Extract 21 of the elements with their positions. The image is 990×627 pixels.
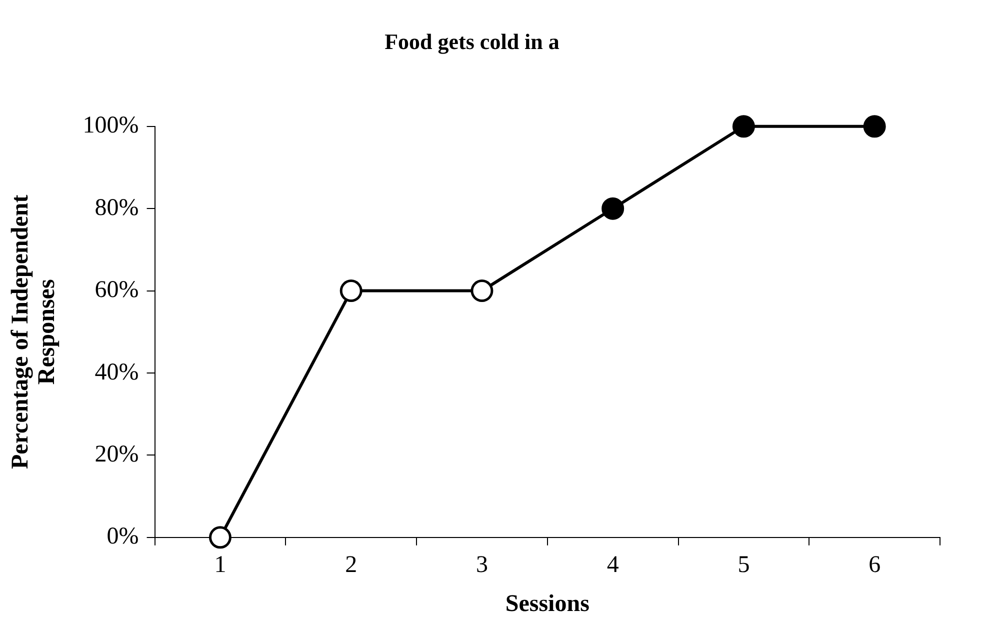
point	[470, 280, 494, 302]
y-tick-label: 40%	[94, 359, 139, 386]
point	[340, 280, 362, 302]
y-tick-label: 100%	[82, 112, 139, 139]
y-tick-label: 0%	[106, 524, 139, 550]
point	[732, 115, 755, 138]
point	[863, 115, 886, 138]
x-tick-label: 5	[738, 552, 750, 578]
y-tick-label: 20%	[94, 441, 139, 468]
x-tick-label: 4	[606, 552, 619, 578]
y-tick-label: 60%	[94, 277, 139, 304]
x-tick-label: 1	[214, 552, 226, 578]
x-tick-label: 6	[868, 552, 881, 578]
y-tick-label: 80%	[94, 194, 139, 221]
x-axis-title: Sessions	[505, 590, 590, 617]
point	[208, 526, 232, 549]
y-axis-title: Percentage of Independent Responses	[7, 194, 60, 469]
x-tick-label: 2	[345, 552, 358, 578]
point	[602, 197, 624, 220]
x-tick-label: 3	[476, 552, 488, 578]
chart-title: Food gets cold in a	[384, 28, 560, 54]
